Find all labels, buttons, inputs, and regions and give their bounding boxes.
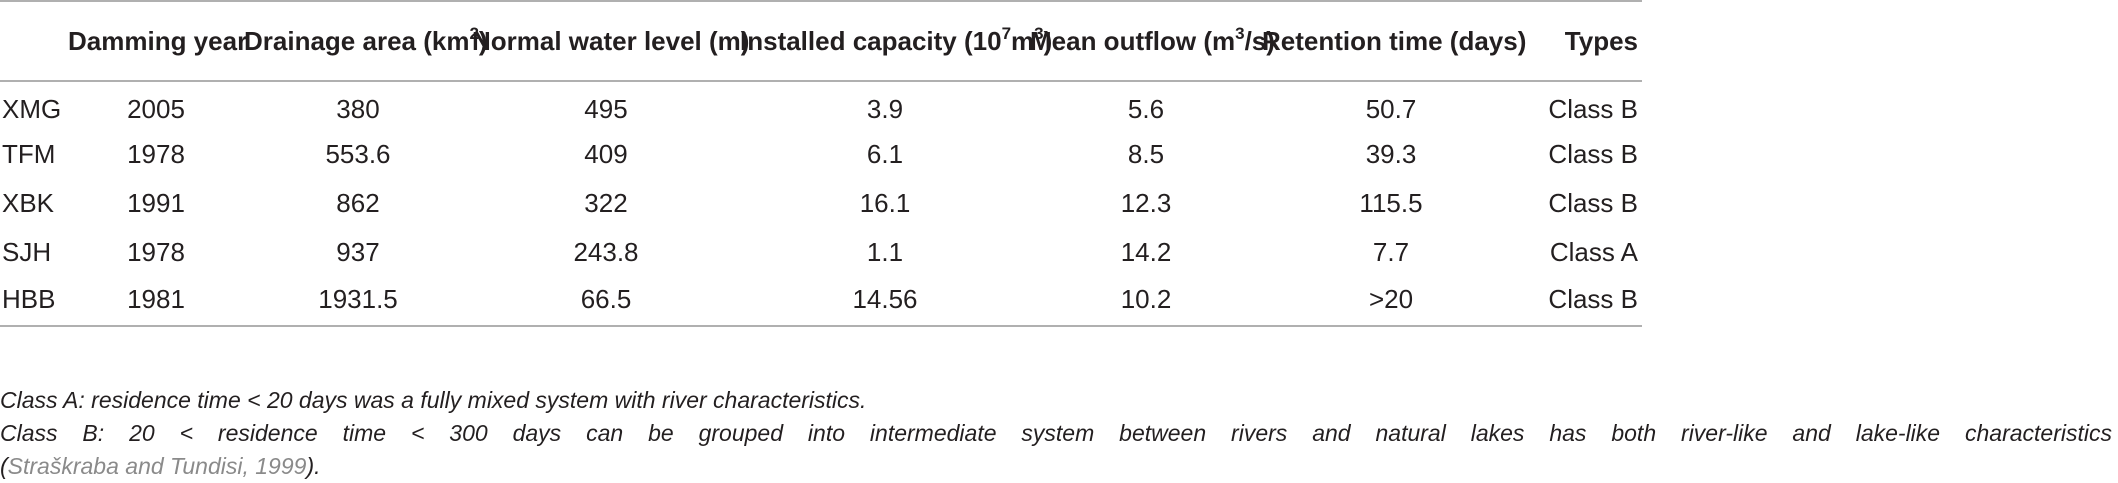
cell-installed-capacity: 1.1 bbox=[866, 237, 904, 267]
cell-normal-water-level: 66.5 bbox=[472, 277, 740, 327]
header-installed-capacity: Installed capacity (107m3) bbox=[740, 0, 1052, 82]
cell-retention-time: 39.3 bbox=[1365, 139, 1417, 169]
cell-mean-outflow: 10.2 bbox=[1030, 277, 1262, 327]
cell-type: Class B bbox=[1548, 93, 1638, 124]
cell-retention-time: 7.7 bbox=[1372, 237, 1410, 267]
cell-type: Class B bbox=[1520, 277, 1642, 327]
table-row: TFM 1978 553.6 409 6.1 8.5 39.3 Class B bbox=[0, 130, 2118, 179]
reservoir-table-container: Damming year Drainage area (km2) Normal … bbox=[0, 0, 2118, 327]
cell-type: Class B bbox=[1548, 139, 1638, 169]
cell-installed-capacity: 6.1 bbox=[866, 139, 904, 169]
cell-damming-year: 1991 bbox=[127, 188, 185, 218]
cell-normal-water-level: 243.8 bbox=[573, 237, 639, 267]
cell-damming-year: 1978 bbox=[127, 237, 185, 267]
cell-type: Class A bbox=[1549, 237, 1638, 267]
cell-name: XBK bbox=[2, 188, 55, 218]
cell-damming-year: 2005 bbox=[127, 93, 185, 124]
table-row: XMG 2005 380 495 3.9 5.6 50.7 Class B bbox=[0, 81, 2118, 130]
cell-damming-year: 1981 bbox=[68, 277, 244, 327]
cell-drainage-area: 937 bbox=[336, 237, 380, 267]
cell-name: HBB bbox=[0, 277, 68, 327]
cell-name: SJH bbox=[2, 237, 52, 267]
table-header-row: Damming year Drainage area (km2) Normal … bbox=[0, 0, 2118, 82]
cell-damming-year: 1978 bbox=[127, 139, 185, 169]
cell-retention-time: 115.5 bbox=[1359, 188, 1423, 218]
cell-mean-outflow: 12.3 bbox=[1120, 188, 1172, 218]
header-damming-year: Damming year bbox=[68, 0, 247, 82]
header-normal-water-level: Normal water level (m) bbox=[472, 0, 749, 82]
footnote-class-a: Class A: residence time < 20 days was a … bbox=[0, 387, 867, 413]
cell-name: XMG bbox=[2, 93, 62, 124]
cell-mean-outflow: 14.2 bbox=[1120, 237, 1172, 267]
cell-mean-outflow: 8.5 bbox=[1127, 139, 1165, 169]
cell-drainage-area: 380 bbox=[336, 93, 380, 124]
cell-installed-capacity: 16.1 bbox=[859, 188, 911, 218]
table-footnotes: Class A: residence time < 20 days was a … bbox=[0, 384, 2112, 483]
cell-installed-capacity: 3.9 bbox=[866, 93, 904, 124]
cell-retention-time: 50.7 bbox=[1365, 93, 1417, 124]
header-types: Types bbox=[1520, 0, 1642, 82]
cell-name: TFM bbox=[2, 139, 56, 169]
reservoir-characteristics-table: Damming year Drainage area (km2) Normal … bbox=[0, 0, 2118, 327]
header-retention-time: Retention time (days) bbox=[1262, 0, 1526, 82]
cell-normal-water-level: 322 bbox=[584, 188, 628, 218]
header-mean-outflow: Mean outflow (m3/s) bbox=[1030, 0, 1275, 82]
table-row: HBB 1981 1931.5 66.5 14.56 10.2 >20 Clas… bbox=[0, 277, 2118, 327]
citation-open: ( bbox=[0, 453, 8, 479]
citation-close: ). bbox=[306, 453, 321, 479]
footnote-class-b: Class B: 20 < residence time < 300 days … bbox=[0, 420, 2112, 446]
cell-installed-capacity: 14.56 bbox=[740, 277, 1030, 327]
cell-normal-water-level: 409 bbox=[584, 139, 628, 169]
cell-drainage-area: 1931.5 bbox=[244, 277, 472, 327]
table-row: XBK 1991 862 322 16.1 12.3 115.5 Class B bbox=[0, 179, 2118, 228]
cell-drainage-area: 862 bbox=[336, 188, 380, 218]
cell-normal-water-level: 495 bbox=[584, 93, 628, 124]
footnote-citation-line: (Straškraba and Tundisi, 1999). bbox=[0, 450, 2112, 483]
cell-mean-outflow: 5.6 bbox=[1127, 93, 1165, 124]
header-name bbox=[0, 0, 68, 82]
citation-link[interactable]: Straškraba and Tundisi, 1999 bbox=[7, 453, 307, 479]
header-drainage-area: Drainage area (km2) bbox=[244, 0, 488, 82]
table-row: SJH 1978 937 243.8 1.1 14.2 7.7 Class A bbox=[0, 228, 2118, 277]
cell-drainage-area: 553.6 bbox=[325, 139, 391, 169]
cell-type: Class B bbox=[1548, 188, 1638, 218]
cell-retention-time: >20 bbox=[1262, 277, 1520, 327]
